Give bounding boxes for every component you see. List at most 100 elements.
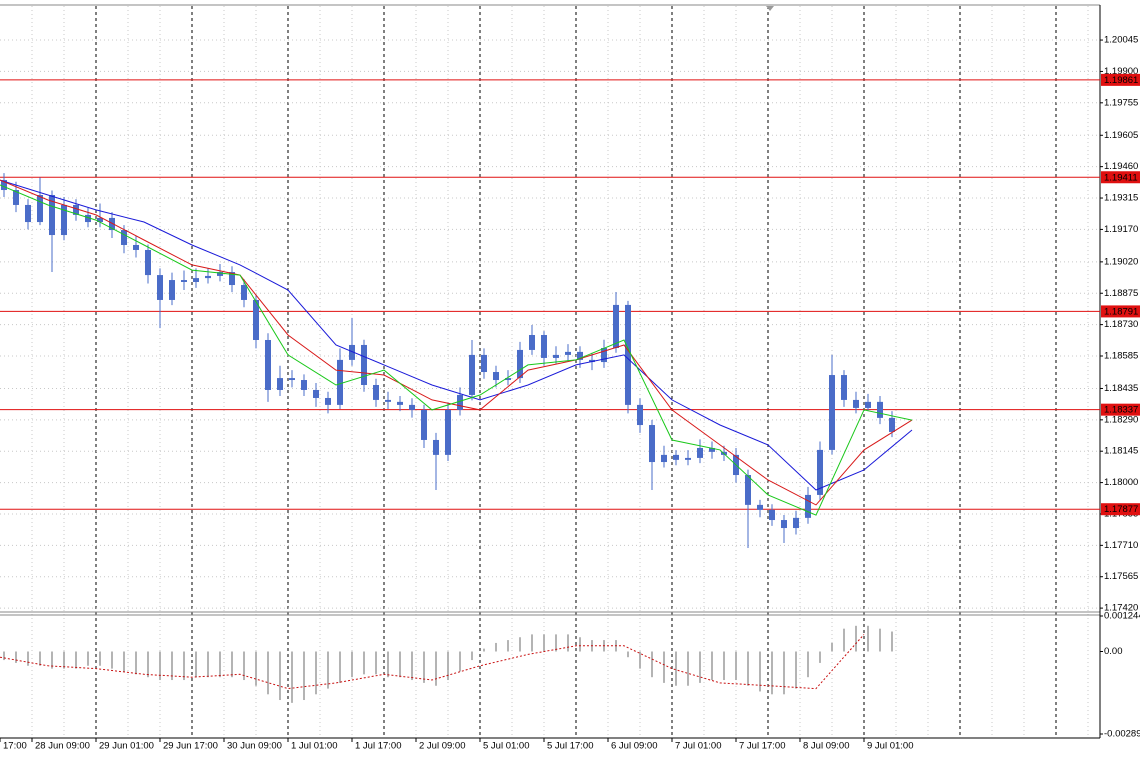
candle-body <box>37 194 43 223</box>
x-tick-label: 6 Jul 09:00 <box>611 741 657 752</box>
x-tick-label: 9 Jul 01:00 <box>867 741 913 752</box>
candle-body <box>193 278 199 282</box>
x-tick-label: 17:00 <box>3 741 27 752</box>
histogram-bar <box>375 651 377 675</box>
y-tick-label: 1.19755 <box>1104 97 1138 108</box>
histogram-bar <box>579 637 581 652</box>
candle-body <box>145 249 151 276</box>
candle-body <box>817 449 823 495</box>
histogram-bar <box>663 651 665 683</box>
histogram-bar <box>711 651 713 681</box>
candle-body <box>73 204 79 215</box>
candle-body <box>325 397 331 405</box>
candle-body <box>121 230 127 245</box>
histogram-bar <box>471 651 473 661</box>
level-tag <box>1101 73 1140 86</box>
histogram-bar <box>147 651 149 678</box>
histogram-bar <box>87 651 89 666</box>
histogram-bar <box>183 651 185 681</box>
histogram-bar <box>543 634 545 652</box>
candle-body <box>793 517 799 529</box>
histogram-bar <box>399 651 401 678</box>
candle-body <box>397 401 403 405</box>
x-tick-label: 1 Jul 17:00 <box>355 741 401 752</box>
x-tick-label: 8 Jul 09:00 <box>803 741 849 752</box>
histogram-bar <box>171 651 173 681</box>
histogram-bar <box>495 642 497 652</box>
candle-body <box>781 520 787 529</box>
candle-body <box>649 425 655 463</box>
y-tick-label: 1.20045 <box>1104 35 1138 46</box>
histogram-bar <box>699 651 701 683</box>
candle-body <box>697 447 703 458</box>
candle-body <box>25 204 31 223</box>
candle-body <box>265 339 271 390</box>
histogram-bar <box>531 634 533 652</box>
level-tag <box>1101 503 1140 516</box>
candle-body <box>445 409 451 455</box>
histogram-bar <box>63 651 65 669</box>
candle-body <box>421 409 427 440</box>
candle-body <box>505 378 511 381</box>
candle-body <box>217 272 223 276</box>
y-tick-label: 1.19900 <box>1104 66 1138 77</box>
histogram-bar <box>447 651 449 681</box>
histogram-bar <box>423 651 425 683</box>
candle-body <box>577 351 583 360</box>
y-tick-label: 1.18875 <box>1104 288 1138 299</box>
histogram-bar <box>327 651 329 689</box>
histogram-bar <box>315 651 317 695</box>
candle-body <box>457 394 463 410</box>
candle-body <box>613 304 619 348</box>
level-label: 1.17877 <box>1104 504 1138 515</box>
y-tick-label: 1.19460 <box>1104 161 1138 172</box>
y-tick-label: 1.19605 <box>1104 130 1138 141</box>
candle-body <box>205 275 211 279</box>
level-label: 1.18337 <box>1104 405 1138 416</box>
histogram-bar <box>879 628 881 652</box>
histogram-bar <box>867 625 869 652</box>
y-tick-label: 1.18435 <box>1104 383 1138 394</box>
candle-body <box>133 244 139 250</box>
y-tick-label: 1.18000 <box>1104 477 1138 488</box>
candle-body <box>769 509 775 521</box>
histogram-bar <box>231 651 233 678</box>
histogram-bar <box>771 651 773 695</box>
candle-body <box>685 457 691 460</box>
vertical-grid <box>31 6 1089 737</box>
candle-body <box>49 194 55 236</box>
histogram-bar <box>651 651 653 678</box>
candle-body <box>13 190 19 205</box>
candle-body <box>745 475 751 505</box>
histogram-bar <box>891 631 893 652</box>
candle-body <box>469 354 475 395</box>
candle-body <box>349 344 355 360</box>
period-marker <box>766 6 774 11</box>
candle-body <box>313 389 319 398</box>
histogram-bar <box>303 651 305 701</box>
histogram-bar <box>387 651 389 678</box>
histogram-bar <box>675 651 677 686</box>
histogram-bar <box>435 651 437 686</box>
histogram-bar <box>843 628 845 652</box>
candle-body <box>361 344 367 385</box>
histogram-bar <box>75 651 77 669</box>
x-tick-label: 2 Jul 09:00 <box>419 741 465 752</box>
x-tick-label: 7 Jul 01:00 <box>675 741 721 752</box>
candle-body <box>373 384 379 400</box>
candle-body <box>481 354 487 373</box>
histogram-bar <box>243 651 245 681</box>
x-tick-label: 29 Jun 01:00 <box>99 741 154 752</box>
candle-body <box>661 454 667 463</box>
candle-body <box>553 354 559 358</box>
histogram-bar <box>735 651 737 681</box>
histogram-bar <box>831 642 833 652</box>
histogram-bar <box>99 651 101 666</box>
histogram-bar <box>207 651 209 678</box>
histogram-bar <box>135 651 137 675</box>
histogram-bar <box>567 634 569 652</box>
histogram-bar <box>255 651 257 686</box>
y-tick-label: 0.001244 <box>1104 611 1140 622</box>
